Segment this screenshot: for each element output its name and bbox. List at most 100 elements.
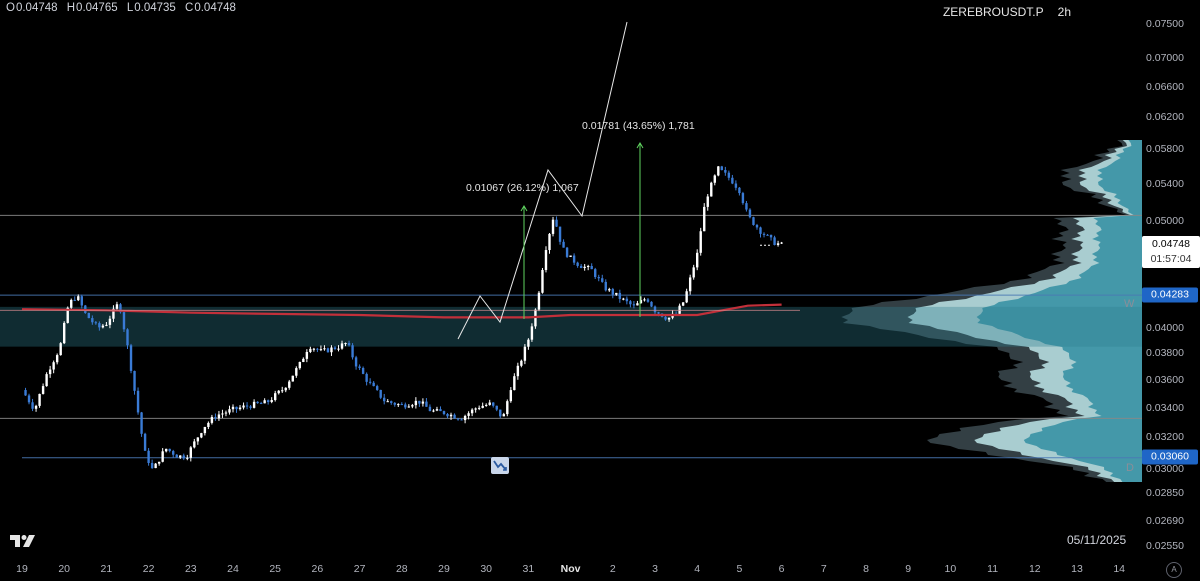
candle-body [295, 368, 298, 376]
candle-body [259, 403, 263, 405]
candle-body [576, 262, 579, 266]
interval-label[interactable]: 2h [1057, 5, 1071, 19]
candle-body [667, 317, 671, 320]
candle-body [720, 166, 724, 170]
candle-body [55, 355, 59, 363]
candle-body [347, 343, 351, 346]
candle-body [485, 404, 488, 406]
candle-body [537, 292, 541, 310]
time-tick: 12 [1028, 563, 1041, 575]
candle-body [509, 390, 513, 402]
candle-body [506, 401, 509, 415]
candle-body [594, 269, 597, 278]
candle-body [172, 451, 175, 455]
candle-body [186, 457, 189, 459]
candle-body [597, 277, 600, 279]
candle-body [375, 386, 379, 390]
candle-body [115, 304, 119, 309]
candle-body [467, 413, 470, 416]
candle-body [91, 318, 94, 323]
candle-body [217, 414, 221, 419]
time-tick: 22 [142, 563, 155, 575]
candle-body [70, 299, 73, 308]
price-chart[interactable] [0, 0, 1142, 550]
candle-body [245, 405, 249, 407]
candle-body [397, 404, 400, 406]
candle-body [157, 461, 161, 464]
candle-body [688, 277, 692, 292]
price-tick: 0.03200 [1146, 431, 1184, 443]
time-axis[interactable]: 19 20 21 22 23 24 25 26 27 28 29 30 31 Nov 2 3 4 5 6 7 8 9 10 1… [0, 560, 1142, 581]
price-tick: 0.05000 [1146, 215, 1184, 227]
candle-body [305, 351, 309, 359]
candle-body [284, 387, 287, 391]
candle-body [143, 433, 147, 451]
symbol-name[interactable]: ZEREBROUSDT.P [942, 5, 1044, 19]
candle-body [326, 348, 330, 353]
time-tick: 5 [736, 563, 743, 575]
trend-flag-icon[interactable] [491, 457, 509, 474]
candle-body [112, 308, 115, 319]
close-value: 0.04748 [194, 2, 236, 14]
price-axis[interactable]: 0.07500 0.07000 0.06600 0.06200 0.05800 … [1142, 0, 1200, 552]
price-tick: 0.07500 [1146, 18, 1184, 30]
candle-body [249, 406, 252, 408]
time-tick: 21 [100, 563, 113, 575]
candle-body [629, 301, 632, 305]
tradingview-logo-icon[interactable] [10, 534, 36, 553]
candle-body [196, 437, 200, 442]
price-tick: 0.06200 [1146, 111, 1184, 123]
candle-body [425, 401, 428, 407]
candle-body [470, 409, 474, 414]
candle-body [551, 219, 555, 234]
candle-body [38, 393, 41, 406]
candle-body [34, 405, 38, 409]
time-tick: 29 [438, 563, 450, 575]
candle-body [175, 454, 178, 458]
candle-body [400, 404, 403, 406]
ohlc-readout: O0.04748 H0.04765 L0.04735 C0.04748 [6, 2, 242, 14]
time-tick: 19 [16, 563, 28, 575]
candle-body [41, 386, 45, 394]
candle-body [685, 291, 688, 303]
time-tick: 31 [522, 563, 535, 575]
price-tick: 0.06600 [1146, 81, 1184, 93]
candle-body [210, 416, 214, 423]
candle-body [351, 345, 354, 358]
candle-body [129, 345, 133, 371]
time-tick: 30 [480, 563, 493, 575]
candle-body [710, 182, 713, 197]
candle-body [221, 413, 224, 415]
chart-area[interactable]: O0.04748 H0.04765 L0.04735 C0.04748 ZERE… [0, 0, 1142, 550]
candle-body [463, 415, 467, 421]
candle-body [136, 390, 140, 413]
symbol-info[interactable]: ZEREBROUSDT.P 2h [943, 5, 1071, 19]
candle-body [562, 241, 565, 248]
candle-body [309, 348, 312, 352]
measure-label-1: 0.01067 (26.12%) 1,067 [466, 182, 579, 194]
candle-body [390, 401, 393, 403]
candle-body [727, 172, 731, 178]
candle-body [179, 455, 182, 458]
candle-body [442, 411, 446, 415]
time-tick: 24 [227, 563, 239, 575]
candle-body [73, 299, 76, 301]
candle-body [45, 374, 48, 387]
candle-body [713, 175, 716, 183]
candle-body [316, 348, 319, 350]
candle-body [759, 227, 762, 234]
candle-body [277, 390, 280, 394]
candle-body [748, 209, 752, 218]
candle-body [745, 203, 748, 210]
candle-body [98, 323, 101, 328]
candle-body [590, 266, 593, 270]
candle-body [393, 402, 396, 405]
candle-body [421, 401, 425, 404]
daily-level-letter: D [1126, 462, 1134, 474]
low-value: 0.04735 [134, 2, 176, 14]
candle-body [738, 187, 741, 194]
candle-body [558, 226, 562, 242]
auto-scale-button[interactable]: A [1166, 562, 1182, 578]
candle-body [358, 366, 361, 368]
candle-body [731, 177, 734, 184]
